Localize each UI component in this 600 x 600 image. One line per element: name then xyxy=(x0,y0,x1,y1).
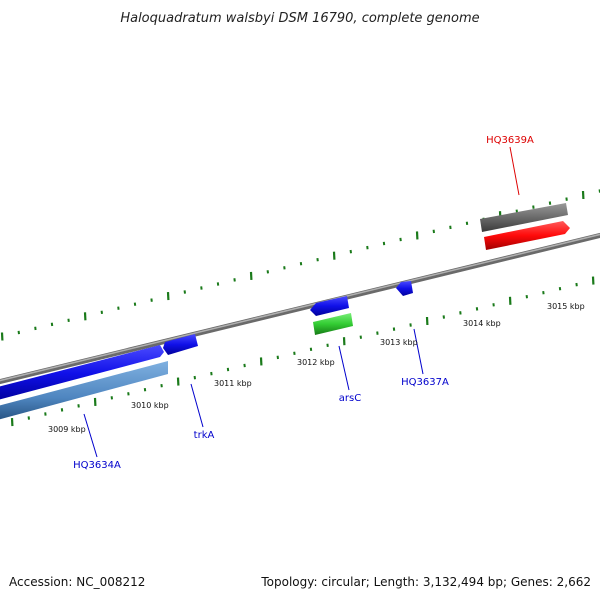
gene-arsc-green[interactable] xyxy=(313,313,353,335)
gene-hq3634a-rna[interactable] xyxy=(0,361,168,422)
lower-tick-track xyxy=(10,276,595,427)
leader-hq3634a xyxy=(83,413,98,458)
gene-label-hq3637a[interactable]: HQ3637A xyxy=(401,377,449,388)
leader-hq3639a xyxy=(509,146,520,196)
page-title: Haloquadratum walsbyi DSM 16790, complet… xyxy=(120,11,479,26)
gene-pseudo[interactable] xyxy=(480,203,568,232)
gene-trka[interactable] xyxy=(163,334,198,355)
tick-label-3013: 3013 kbp xyxy=(380,338,418,347)
accession-text: Accession: NC_008212 xyxy=(9,575,145,589)
tick-label-3014: 3014 kbp xyxy=(463,319,501,328)
upper-tick-track xyxy=(0,189,600,341)
tick-label-3011: 3011 kbp xyxy=(214,379,252,388)
gene-hq3639a[interactable] xyxy=(484,221,570,250)
gene-label-hq3639a[interactable]: HQ3639A xyxy=(486,135,534,146)
tick-label-3012: 3012 kbp xyxy=(297,358,335,367)
tick-label-3010: 3010 kbp xyxy=(131,401,169,410)
leader-hq3637a xyxy=(413,328,424,375)
gene-label-arsc[interactable]: arsC xyxy=(339,393,361,404)
leader-arsc xyxy=(338,345,350,391)
gene-label-hq3634a[interactable]: HQ3634A xyxy=(73,460,121,471)
genome-backbone-highlight xyxy=(0,233,600,382)
leader-trka xyxy=(190,383,204,428)
genome-backbone xyxy=(0,232,600,385)
gene-hq3634a[interactable] xyxy=(0,345,164,402)
tick-label-3015: 3015 kbp xyxy=(547,302,585,311)
gene-arsc[interactable] xyxy=(310,296,349,316)
topology-text: Topology: circular; Length: 3,132,494 bp… xyxy=(260,575,591,589)
gene-hq3637a[interactable] xyxy=(396,281,413,296)
gene-label-trka[interactable]: trkA xyxy=(194,430,215,441)
tick-label-3009: 3009 kbp xyxy=(48,425,86,434)
